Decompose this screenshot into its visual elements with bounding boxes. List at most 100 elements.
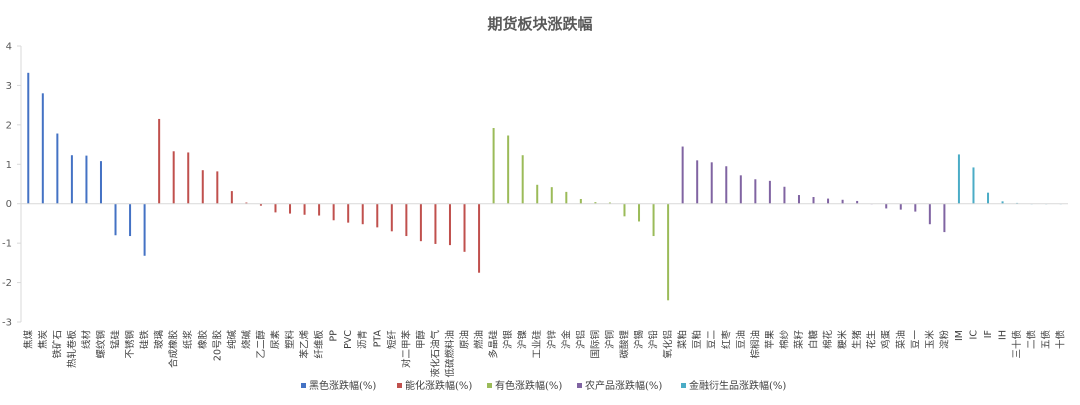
bar [158, 118, 161, 204]
x-tick-label: 生猪 [851, 330, 863, 350]
bar [274, 203, 277, 213]
x-tick-label: 豆粕 [691, 330, 703, 349]
x-tick-label: 苹果 [764, 330, 776, 350]
x-tick-label: 短纤 [386, 330, 398, 350]
x-tick-label: 铁矿石 [51, 330, 63, 359]
x-tick-label: 沪锌 [546, 330, 558, 350]
bar [550, 187, 553, 204]
bar [623, 203, 626, 217]
bar [361, 203, 364, 225]
legend-label: 金融衍生品涨跌幅(%) [689, 379, 786, 392]
x-tick-label: 液化石油气 [429, 330, 441, 378]
bar [1001, 201, 1004, 204]
bar [303, 203, 306, 215]
x-tick-label: 鸡蛋 [880, 330, 892, 350]
x-tick-label: 苯乙烯 [299, 330, 311, 359]
x-tick-label: 塑料 [284, 330, 296, 350]
y-tick-label: 2 [6, 120, 12, 131]
x-axis-labels: 焦煤 焦炭 铁矿石 热轧卷板 线材 螺纹钢 锰硅 不锈钢 硅铁 玻璃 合成橡胶 纸浆 橡胶 20号胶 纯碱烧… [22, 330, 1066, 378]
x-tick-label: 菜油 [895, 330, 907, 349]
legend-label: 能化涨跌幅(%) [405, 379, 472, 392]
bar [899, 203, 902, 210]
x-tick-label: 豆二 [707, 330, 718, 349]
legend-swatch [487, 383, 492, 388]
bar [565, 191, 568, 204]
x-tick-label: 二债 [1026, 330, 1038, 350]
bar [347, 203, 350, 223]
x-tick-label: 纯碱 [226, 330, 238, 350]
x-tick-label: 沪银 [502, 330, 514, 350]
x-tick-label: 沪金 [560, 330, 572, 350]
bar [143, 203, 146, 256]
y-tick-label: -1 [2, 239, 12, 250]
bar [478, 203, 481, 273]
bar [725, 166, 728, 204]
x-tick-label: 螺纹钢 [95, 330, 107, 359]
x-tick-label: 棕榈油 [749, 330, 761, 359]
bar [608, 202, 611, 204]
bar [768, 180, 771, 204]
bar [41, 93, 44, 204]
x-tick-label: 白糖 [808, 330, 820, 350]
x-tick-label: 沥青 [357, 330, 369, 349]
bar [85, 155, 88, 204]
bar [797, 195, 800, 204]
x-tick-label: PTA [372, 330, 383, 348]
bar [827, 198, 830, 204]
x-tick-label: 粳米 [837, 330, 849, 350]
legend-swatch [301, 383, 306, 388]
bar [230, 191, 233, 204]
x-tick-label: 花生 [866, 330, 878, 350]
bar [521, 155, 524, 204]
legend-swatch [681, 383, 686, 388]
bar [27, 72, 30, 204]
x-tick-label: 豆一 [910, 330, 921, 350]
bar [405, 203, 408, 237]
x-tick-label: 三十债 [1011, 330, 1023, 359]
x-tick-label: 焦煤 [22, 330, 34, 350]
x-tick-label: IC [968, 330, 979, 340]
legend-label: 黑色涨跌幅(%) [309, 379, 376, 392]
bar [492, 128, 495, 204]
bar [579, 198, 582, 204]
x-tick-label: 锰硅 [110, 330, 122, 350]
x-tick-label: 五债 [1040, 330, 1052, 350]
legend-label: 有色涨跌幅(%) [495, 379, 562, 392]
bar [99, 161, 102, 204]
y-tick-label: 0 [6, 199, 12, 210]
y-tick-label: -3 [2, 318, 12, 329]
bar [696, 160, 699, 204]
y-tick-label: 1 [6, 160, 12, 171]
x-tick-label: 红枣 [720, 330, 732, 350]
x-tick-label: 菜粕 [677, 330, 689, 349]
x-tick-label: 棉花 [822, 330, 834, 350]
x-tick-label: 低硫燃料油 [444, 330, 456, 378]
bar [783, 186, 786, 204]
bar [129, 203, 132, 237]
bar [972, 167, 975, 204]
bar [507, 135, 510, 204]
x-tick-label: 多晶硅 [488, 330, 500, 359]
bar-group [21, 72, 1068, 301]
bar [259, 203, 262, 206]
x-tick-label: 十债 [1055, 330, 1067, 350]
bar [594, 202, 597, 204]
x-tick-label: 原油 [459, 330, 471, 349]
bar [332, 203, 335, 221]
x-tick-label: 玉米 [924, 330, 936, 350]
x-tick-label: IM [954, 330, 965, 341]
legend: 黑色涨跌幅(%) 能化涨跌幅(%) 有色涨跌幅(%) 农产品涨跌幅(%) 金融衍生品涨跌… [301, 379, 786, 392]
x-tick-label: 沪镍 [517, 330, 529, 350]
x-tick-label: PP [329, 330, 340, 342]
x-tick-label: 乙二醇 [255, 330, 267, 359]
bar [536, 184, 539, 204]
chart-title: 期货板块涨跌幅 [487, 15, 592, 33]
bar [638, 203, 641, 222]
x-tick-label: 碳酸锂 [618, 330, 630, 359]
bar [652, 203, 655, 237]
bar [187, 152, 190, 204]
y-axis: 4 3 2 1 0 -1 -2 -3 [2, 42, 22, 329]
bar [812, 197, 815, 204]
x-tick-label: 纸浆 [182, 330, 194, 350]
